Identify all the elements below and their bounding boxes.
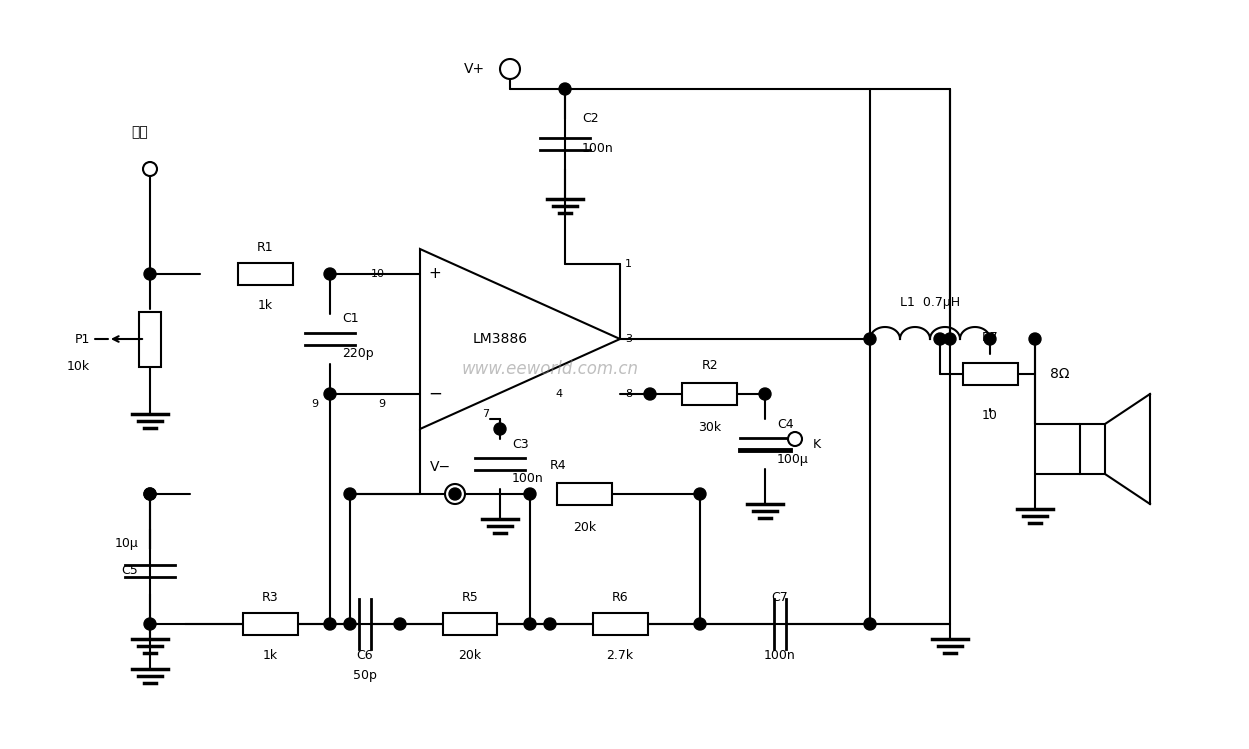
Circle shape (495, 423, 506, 435)
FancyBboxPatch shape (242, 613, 297, 635)
Circle shape (144, 488, 156, 500)
Text: 输入: 输入 (131, 125, 149, 139)
Text: 50p: 50p (353, 669, 377, 682)
Text: 3: 3 (624, 334, 632, 344)
Text: 10: 10 (982, 409, 998, 422)
Text: +: + (428, 267, 441, 282)
Text: 100μ: 100μ (777, 452, 809, 465)
Text: K: K (813, 437, 821, 450)
Circle shape (759, 388, 771, 400)
FancyBboxPatch shape (682, 383, 737, 405)
Text: V+: V+ (463, 62, 485, 76)
Circle shape (934, 333, 945, 345)
Text: 1k: 1k (257, 299, 272, 312)
FancyBboxPatch shape (237, 263, 292, 285)
Text: 1k: 1k (262, 649, 277, 662)
Text: 9: 9 (311, 399, 318, 409)
FancyBboxPatch shape (557, 483, 612, 505)
FancyBboxPatch shape (592, 613, 647, 635)
Circle shape (694, 488, 706, 500)
Circle shape (144, 268, 156, 280)
Circle shape (323, 388, 336, 400)
Text: www.eeworld.com.cn: www.eeworld.com.cn (461, 360, 638, 378)
Text: C1: C1 (342, 312, 358, 326)
Circle shape (525, 618, 536, 630)
Text: P1: P1 (75, 333, 90, 345)
Text: 8Ω: 8Ω (1050, 367, 1069, 381)
Text: 100n: 100n (582, 142, 613, 156)
Circle shape (445, 484, 465, 504)
Circle shape (644, 388, 656, 400)
FancyBboxPatch shape (139, 312, 161, 366)
Circle shape (343, 488, 356, 500)
Text: 220p: 220p (342, 348, 373, 360)
Text: R4: R4 (550, 459, 567, 472)
Text: C3: C3 (512, 437, 528, 450)
Text: 10k: 10k (67, 360, 90, 374)
Circle shape (500, 59, 520, 79)
Text: C7: C7 (772, 591, 788, 604)
Circle shape (545, 618, 556, 630)
Circle shape (448, 488, 461, 500)
Circle shape (144, 488, 156, 500)
Text: 20k: 20k (458, 649, 482, 662)
Circle shape (323, 268, 336, 280)
Circle shape (525, 488, 536, 500)
Text: L1  0.7μH: L1 0.7μH (901, 296, 960, 309)
Circle shape (788, 432, 802, 446)
Text: 1: 1 (624, 259, 632, 269)
Circle shape (393, 618, 406, 630)
Text: 8: 8 (624, 389, 632, 399)
Circle shape (142, 162, 157, 176)
Text: V−: V− (430, 460, 451, 474)
Text: C2: C2 (582, 112, 598, 126)
Text: C4: C4 (777, 417, 793, 431)
Text: R7: R7 (982, 331, 998, 344)
Text: 2.7k: 2.7k (607, 649, 633, 662)
Text: 9: 9 (378, 399, 385, 409)
Text: 10μ: 10μ (114, 538, 137, 551)
Text: R1: R1 (257, 241, 274, 254)
Circle shape (1029, 333, 1040, 345)
Circle shape (694, 618, 706, 630)
Text: 30k: 30k (698, 421, 722, 434)
Circle shape (984, 333, 995, 345)
Text: 4: 4 (555, 389, 562, 399)
Text: 7: 7 (482, 409, 490, 419)
Text: −: − (428, 385, 442, 403)
Text: 100n: 100n (764, 649, 796, 662)
Circle shape (944, 333, 955, 345)
Circle shape (864, 618, 876, 630)
Text: R5: R5 (462, 591, 478, 604)
Circle shape (560, 83, 571, 95)
Text: R2: R2 (702, 359, 718, 372)
Text: C6: C6 (357, 649, 373, 662)
FancyBboxPatch shape (963, 363, 1018, 385)
Text: R6: R6 (612, 591, 628, 604)
Circle shape (323, 618, 336, 630)
Text: R3: R3 (262, 591, 279, 604)
Text: 10: 10 (371, 269, 385, 279)
Text: LM3886: LM3886 (472, 332, 527, 346)
Circle shape (343, 618, 356, 630)
FancyBboxPatch shape (1080, 424, 1105, 474)
Text: 100n: 100n (512, 473, 543, 485)
Circle shape (864, 333, 876, 345)
Circle shape (144, 618, 156, 630)
Text: C5: C5 (121, 565, 137, 577)
Text: 20k: 20k (573, 521, 597, 534)
FancyBboxPatch shape (442, 613, 497, 635)
